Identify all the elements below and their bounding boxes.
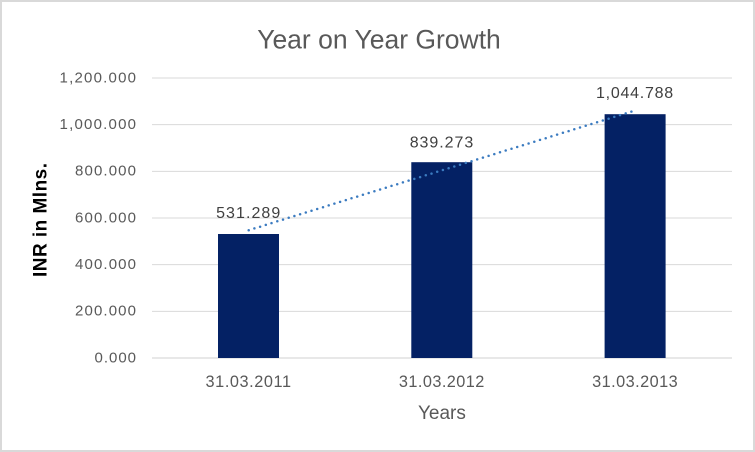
svg-text:1,044.788: 1,044.788 [596, 85, 673, 102]
svg-text:800.000: 800.000 [75, 163, 136, 180]
svg-text:Years: Years [418, 403, 466, 424]
svg-text:839.273: 839.273 [410, 134, 474, 151]
svg-text:31.03.2013: 31.03.2013 [592, 373, 678, 391]
svg-text:531.289: 531.289 [216, 205, 280, 222]
svg-text:400.000: 400.000 [75, 256, 136, 273]
svg-text:31.03.2011: 31.03.2011 [206, 373, 291, 391]
svg-text:0.000: 0.000 [95, 349, 137, 366]
svg-text:31.03.2012: 31.03.2012 [399, 373, 484, 391]
svg-text:1,200.000: 1,200.000 [60, 69, 137, 86]
svg-text:INR in Mlns.: INR in Mlns. [31, 163, 52, 277]
svg-text:200.000: 200.000 [75, 303, 136, 320]
svg-text:600.000: 600.000 [75, 209, 136, 226]
svg-text:Year on Year Growth: Year on Year Growth [257, 25, 501, 55]
svg-text:1,000.000: 1,000.000 [60, 116, 137, 133]
